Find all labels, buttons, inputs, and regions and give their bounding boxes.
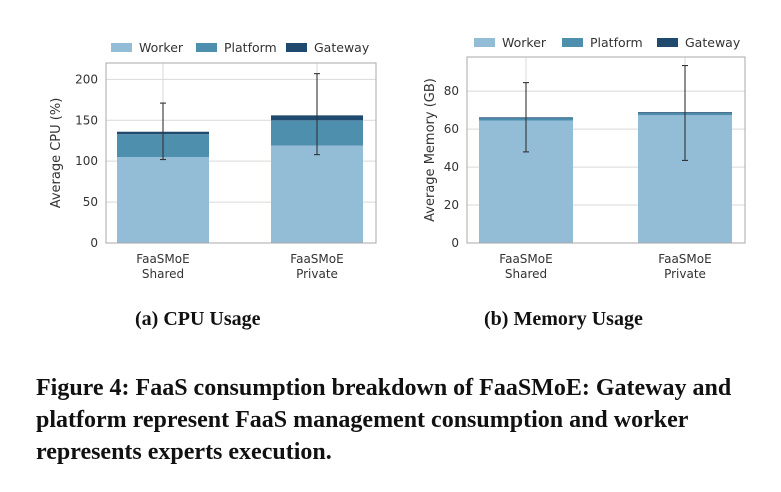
legend-label-platform-0: Platform bbox=[224, 40, 277, 55]
x-tick-label-0-0-1: Shared bbox=[142, 267, 184, 281]
legend-label-platform-1: Platform bbox=[590, 35, 643, 50]
x-tick-label-1-1-0: FaaSMoE bbox=[658, 252, 711, 266]
legend-swatch-worker-0 bbox=[111, 43, 132, 52]
legend-swatch-gateway-1 bbox=[657, 38, 678, 47]
y-tick-label-0-3: 150 bbox=[75, 113, 98, 127]
legend-label-gateway-1: Gateway bbox=[685, 35, 741, 50]
legend-label-worker-1: Worker bbox=[502, 35, 547, 50]
subcaption-memory: (b) Memory Usage bbox=[484, 308, 643, 330]
legend-swatch-worker-1 bbox=[474, 38, 495, 47]
y-tick-label-1-4: 80 bbox=[444, 84, 459, 98]
x-tick-label-0-1-0: FaaSMoE bbox=[290, 252, 343, 266]
y-tick-label-1-0: 0 bbox=[451, 236, 459, 250]
legend-label-gateway-0: Gateway bbox=[314, 40, 370, 55]
x-tick-label-0-0-0: FaaSMoE bbox=[136, 252, 189, 266]
y-axis-label-1: Average Memory (GB) bbox=[423, 78, 438, 222]
y-tick-label-0-0: 0 bbox=[90, 236, 98, 250]
y-axis-label-0: Average CPU (%) bbox=[49, 98, 64, 209]
x-tick-label-1-0-0: FaaSMoE bbox=[499, 252, 552, 266]
legend-swatch-platform-1 bbox=[562, 38, 583, 47]
legend-swatch-platform-0 bbox=[196, 43, 217, 52]
x-tick-label-1-0-1: Shared bbox=[505, 267, 547, 281]
x-tick-label-1-1-1: Private bbox=[664, 267, 706, 281]
y-tick-label-0-4: 200 bbox=[75, 72, 98, 86]
x-tick-label-0-1-1: Private bbox=[296, 267, 338, 281]
bar-worker-0-1 bbox=[271, 145, 363, 243]
y-tick-label-1-3: 60 bbox=[444, 122, 459, 136]
subcaption-cpu: (a) CPU Usage bbox=[135, 308, 261, 330]
y-tick-label-0-2: 100 bbox=[75, 154, 98, 168]
y-tick-label-1-1: 20 bbox=[444, 198, 459, 212]
plot-frame-1 bbox=[466, 56, 746, 244]
y-tick-label-0-1: 50 bbox=[83, 195, 98, 209]
legend-swatch-gateway-0 bbox=[286, 43, 307, 52]
figure-caption: Figure 4: FaaS consumption breakdown of … bbox=[36, 375, 732, 465]
plot-frame-0 bbox=[105, 62, 377, 244]
y-tick-label-1-2: 40 bbox=[444, 160, 459, 174]
bar-worker-0-0 bbox=[117, 157, 209, 243]
charts-canvas: 050100150200FaaSMoESharedFaaSMoEPrivateA… bbox=[49, 35, 746, 281]
legend-label-worker-0: Worker bbox=[139, 40, 184, 55]
